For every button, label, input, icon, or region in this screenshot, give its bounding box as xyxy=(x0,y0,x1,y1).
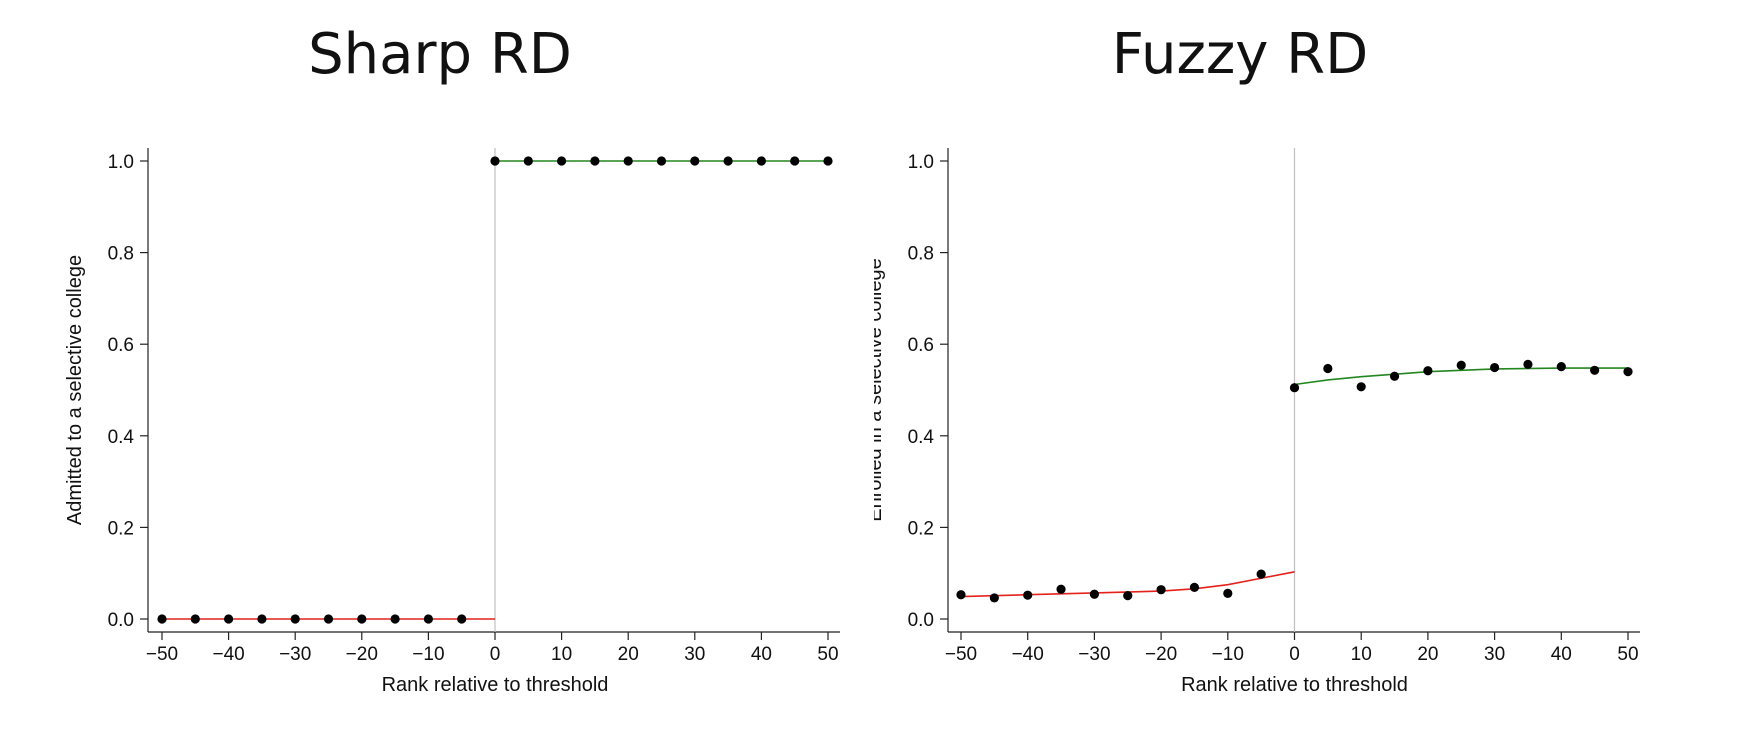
fuzzy-data-point xyxy=(1023,590,1033,600)
fuzzy-data-point xyxy=(1456,360,1466,370)
fuzzy-x-tick-label: −30 xyxy=(1078,644,1110,665)
fuzzy-y-tick-label: 0.6 xyxy=(908,335,934,356)
sharp-data-point xyxy=(590,156,600,166)
sharp-y-tick-label: 0.0 xyxy=(108,610,134,631)
chart-title-fuzzy-rd: Fuzzy RD xyxy=(1111,22,1369,87)
fuzzy-data-point xyxy=(1389,371,1400,381)
sharp-y-tick-label: 0.2 xyxy=(108,518,134,539)
fuzzy-y-tick-label: 0.2 xyxy=(908,518,934,539)
sharp-x-tick-label: −30 xyxy=(279,644,311,665)
sharp-data-point xyxy=(290,614,300,624)
fuzzy-x-tick-label: 0 xyxy=(1289,644,1300,665)
fuzzy-data-point xyxy=(1156,585,1166,595)
sharp-rd-chart: −50 −40 −30 −20 −10 0 10 20 30 40 50 0.0 0.2 0.4 0.6 0.… xyxy=(64,148,840,696)
fuzzy-data-point xyxy=(1089,589,1099,599)
sharp-x-axis-label: Rank relative to threshold xyxy=(382,674,609,696)
sharp-data-point xyxy=(823,156,833,166)
sharp-data-point xyxy=(723,156,733,166)
fuzzy-data-point xyxy=(1490,362,1500,373)
fuzzy-data-point xyxy=(956,590,966,600)
sharp-data-point xyxy=(756,156,767,166)
sharp-data-point xyxy=(690,156,700,166)
fuzzy-data-point xyxy=(1556,362,1566,372)
fuzzy-data-point xyxy=(1289,383,1300,393)
sharp-data-point xyxy=(323,614,334,624)
fuzzy-data-point xyxy=(1123,591,1133,601)
sharp-x-tick-label: −50 xyxy=(146,644,178,665)
fuzzy-x-tick-label: −20 xyxy=(1145,644,1177,665)
sharp-data-point xyxy=(790,156,800,166)
sharp-x-tick-label: 20 xyxy=(618,644,639,665)
fuzzy-x-tick-label: 30 xyxy=(1484,644,1505,665)
fuzzy-x-axis-label: Rank relative to threshold xyxy=(1181,674,1408,696)
sharp-data-point xyxy=(523,156,533,166)
fuzzy-fit-line-right xyxy=(1294,367,1628,386)
sharp-y-tick-label: 0.4 xyxy=(108,427,135,448)
fuzzy-x-tick-label: 50 xyxy=(1617,644,1638,665)
fuzzy-data-point xyxy=(1523,359,1533,369)
fuzzy-x-tick-label: 10 xyxy=(1351,644,1372,665)
fuzzy-y-tick-label: 0.8 xyxy=(908,244,934,265)
fuzzy-y-tick-label: 0.4 xyxy=(908,427,935,448)
sharp-x-tick-label: −10 xyxy=(412,644,444,665)
fuzzy-data-point xyxy=(1356,382,1366,392)
sharp-data-point xyxy=(357,614,367,624)
sharp-x-tick-label: −40 xyxy=(212,644,244,665)
sharp-data-point xyxy=(557,156,567,166)
sharp-data-point xyxy=(656,156,667,166)
chart-title-sharp-rd: Sharp RD xyxy=(308,22,572,87)
fuzzy-x-tick-label: −40 xyxy=(1012,644,1044,665)
fuzzy-data-point xyxy=(1223,588,1233,598)
sharp-data-point xyxy=(423,614,433,624)
fuzzy-data-point xyxy=(1423,366,1433,376)
sharp-x-tick-label: 30 xyxy=(684,644,705,665)
sharp-data-point xyxy=(623,156,633,166)
fuzzy-y-tick-label: 0.0 xyxy=(908,610,934,631)
sharp-y-axis-label: Admitted to a selective college xyxy=(64,255,86,525)
sharp-data-point xyxy=(157,614,167,624)
fuzzy-data-point xyxy=(1256,569,1266,579)
sharp-y-tick-label: 0.6 xyxy=(108,335,134,356)
fuzzy-data-point xyxy=(1323,363,1333,374)
sharp-data-point xyxy=(390,614,400,624)
fuzzy-rd-chart: −50 −40 −30 −20 −10 0 10 20 30 40 50 0.0 0.2 0.4 0.6 0.… xyxy=(874,148,1640,696)
sharp-x-tick-label: 40 xyxy=(751,644,772,665)
fuzzy-data-point xyxy=(1189,582,1200,592)
sharp-x-tick-label: 0 xyxy=(490,644,501,665)
sharp-x-tick-label: −20 xyxy=(346,644,378,665)
fuzzy-x-tick-label: −10 xyxy=(1212,644,1244,665)
panel-fuzzy-rd xyxy=(865,0,1665,742)
sharp-data-point xyxy=(224,614,234,624)
sharp-x-tick-label: 10 xyxy=(551,644,572,665)
sharp-data-point xyxy=(257,614,267,624)
sharp-x-tick-label: 50 xyxy=(817,644,838,665)
fuzzy-data-point xyxy=(989,593,999,603)
sharp-data-point xyxy=(490,156,500,166)
fuzzy-x-tick-label: 40 xyxy=(1551,644,1572,665)
sharp-y-tick-label: 0.8 xyxy=(108,244,134,265)
fuzzy-data-point xyxy=(1056,584,1066,594)
fuzzy-x-tick-label: −50 xyxy=(945,644,977,665)
sharp-data-point xyxy=(190,614,200,624)
sharp-data-point xyxy=(457,614,467,624)
fuzzy-fit-line-left xyxy=(960,571,1295,598)
sharp-y-tick-label: 1.0 xyxy=(108,152,134,173)
fuzzy-y-axis-label: Enrolled in a selective college xyxy=(874,258,886,522)
fuzzy-x-tick-label: 20 xyxy=(1417,644,1438,665)
fuzzy-data-point xyxy=(1623,367,1633,377)
fuzzy-data-point xyxy=(1590,365,1600,375)
fuzzy-y-tick-label: 1.0 xyxy=(908,152,934,173)
